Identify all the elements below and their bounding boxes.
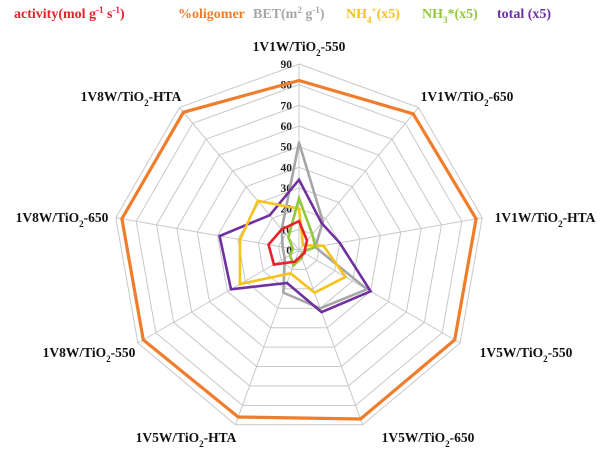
data-point (412, 112, 415, 116)
grid-ring (257, 208, 341, 290)
grid-ring (176, 125, 422, 367)
series-line (267, 219, 309, 266)
data-point (313, 291, 316, 294)
data-point (288, 254, 292, 257)
tick-label: 60 (281, 121, 293, 133)
data-point (369, 290, 372, 293)
tick-label: 30 (281, 183, 293, 195)
series-line (280, 142, 370, 310)
data-point (297, 141, 301, 144)
data-point (293, 260, 296, 263)
legend-entry: total (x5) (497, 7, 551, 22)
series-line (120, 78, 478, 421)
series-line (218, 177, 373, 314)
grid-ring (217, 166, 381, 329)
data-point (256, 199, 259, 203)
tick-label: 40 (281, 162, 293, 174)
data-point (268, 214, 271, 217)
data-point (344, 275, 347, 279)
data-point (320, 221, 323, 225)
grid-ring (115, 63, 483, 426)
data-point (238, 282, 242, 286)
category-label: 1V8W/TiO2-550 (43, 345, 136, 364)
grid-spoke (234, 249, 300, 425)
data-point (272, 263, 276, 266)
category-label: 1V1W/TiO2-650 (421, 89, 514, 108)
data-point (120, 217, 124, 220)
data-point (280, 228, 283, 231)
series-line (238, 199, 348, 295)
category-label: 1V8W/TiO2-HTA (81, 89, 182, 108)
data-point (218, 234, 221, 238)
grid-ring (196, 146, 402, 348)
grid-spoke (298, 107, 419, 251)
series-line (287, 194, 317, 268)
tick-label: 80 (281, 80, 293, 92)
data-point (474, 217, 478, 220)
category-label: 1V1W/TiO2-550 (253, 39, 346, 58)
data-point (283, 257, 286, 260)
legend-entry: NH4+(x5) (346, 5, 400, 25)
legend-entry: activity(mol g-1 s-1) (14, 5, 125, 22)
data-point (303, 247, 307, 251)
data-point (142, 338, 145, 342)
data-point (291, 247, 295, 251)
data-point (285, 281, 289, 285)
tick-label: 50 (281, 142, 293, 154)
tick-label: 0 (286, 245, 292, 257)
data-point (297, 207, 301, 210)
data-point (267, 243, 270, 246)
data-point (281, 245, 284, 249)
radar-grid (115, 63, 483, 426)
legend: activity(mol g-1 s-1) %oligomer BET(m2 g-1… (14, 5, 551, 25)
category-label: 1V8W/TiO2-650 (16, 210, 109, 229)
data-point (301, 244, 305, 247)
data-point (314, 245, 317, 249)
grid-spoke (298, 249, 461, 344)
data-point (303, 251, 306, 255)
tick-label: 90 (281, 59, 293, 71)
data-point (292, 264, 295, 267)
data-point (289, 272, 292, 275)
data-point (299, 254, 303, 257)
legend-entry: BET(m2 g-1) (253, 5, 325, 22)
data-point (305, 239, 309, 242)
data-point (359, 417, 362, 421)
category-label: 1V5W/TiO2-HTA (136, 430, 237, 449)
data-point (229, 288, 233, 291)
category-label: 1V5W/TiO2-650 (382, 430, 475, 449)
data-point (297, 197, 301, 200)
data-point (297, 79, 301, 82)
grid-spoke (179, 107, 300, 251)
grid-spoke (298, 217, 483, 251)
data-point (282, 291, 285, 294)
grid-spoke (298, 249, 364, 425)
category-labels: 1V1W/TiO2-550 1V1W/TiO2-650 1V1W/TiO2-HTA 1… (16, 39, 596, 449)
data-point (297, 219, 301, 223)
grid-ring (155, 104, 443, 387)
data-point (297, 178, 301, 181)
tick-label: 70 (281, 100, 293, 112)
data-point (322, 244, 325, 247)
data-point (338, 241, 341, 244)
data-point (453, 338, 456, 342)
data-point (238, 238, 242, 241)
data-point (287, 236, 290, 239)
grid-ring (135, 84, 463, 406)
legend-entry: %oligomer (178, 7, 245, 22)
category-label: 1V5W/TiO2-550 (480, 345, 573, 364)
series-layer (120, 78, 478, 421)
grid-spoke (137, 249, 300, 344)
data-point (182, 111, 185, 114)
grid-spoke (115, 217, 300, 251)
legend-entry: NH3*(x5) (422, 7, 478, 25)
tick-label: 10 (281, 224, 293, 236)
category-label: 1V1W/TiO2-HTA (495, 210, 596, 229)
data-point (237, 415, 240, 419)
data-point (320, 310, 323, 314)
data-point (311, 233, 314, 236)
